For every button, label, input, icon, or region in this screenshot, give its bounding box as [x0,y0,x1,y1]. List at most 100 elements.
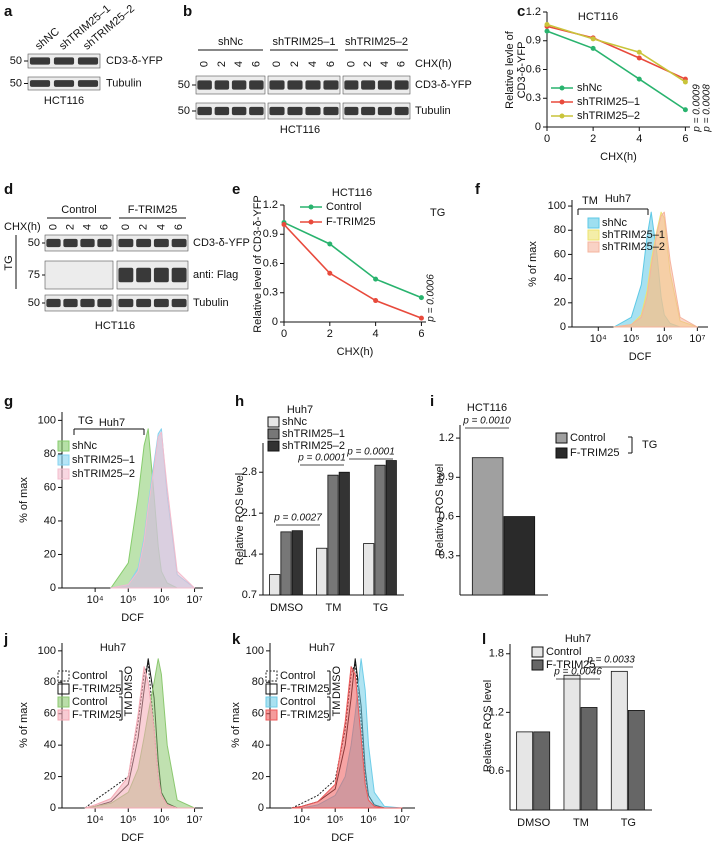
band [46,238,61,248]
band [287,80,303,90]
panel-letter: d [4,181,13,198]
lane-label: 2 [64,224,76,230]
lane-label: 4 [155,224,167,230]
x-tick-label: 0 [544,133,550,145]
legend-group-label: TM [123,701,135,717]
legend-label: F-TRIM25 [546,659,596,671]
mw-marker: 75 [28,269,40,281]
y-tick-label: 0 [258,802,264,814]
y-axis-label: Relative ROS level [234,473,246,565]
p-value: p = 0.0008 [702,84,712,133]
band [80,238,95,248]
band [63,238,78,248]
y-tick-label: 0.7 [242,589,257,601]
legend-swatch [587,229,600,241]
group-label: shTRIM25–1 [273,36,336,48]
legend-swatch [265,709,278,721]
p-value: p = 0.0001 [297,453,346,464]
band [323,80,339,90]
lane-label: 2 [138,224,150,230]
lane-label: shNC [33,26,62,53]
y-tick-label: 0 [272,316,278,328]
y-axis-label: % of max [18,477,30,523]
point [281,222,287,227]
y-tick-label: 60 [554,248,566,260]
chart-title: Huh7 [287,404,313,416]
y-axis-label: CD3-δ-YFP [516,42,528,99]
panel-letter: j [3,631,8,648]
bar [610,670,628,811]
legend-label: shTRIM25–2 [602,241,665,253]
bar [291,530,303,596]
line [546,23,686,83]
blot [44,260,114,290]
blot [267,75,341,95]
band [171,267,187,283]
point [327,270,333,276]
y-axis-label: Relative level of CD3-δ-YFP [252,195,264,333]
p-value: p = 0.0046 [553,667,602,678]
x-tick-label: 10⁵ [120,594,137,606]
point [682,107,688,113]
y-tick-label: 0 [560,321,566,333]
blot [267,102,341,120]
legend-swatch [267,416,280,428]
x-tick-label: 10⁷ [186,814,202,826]
band [53,80,75,87]
point [590,45,596,51]
p-value: p = 0.0009 [692,84,703,133]
band [136,267,152,283]
band [323,106,339,116]
x-tick-label: 6 [418,328,424,340]
bar [363,543,375,596]
lane-label: 4 [81,224,93,230]
x-tick-label: 10⁶ [360,814,377,826]
x-axis-label: DCF [121,612,144,624]
legend-swatch [267,440,280,452]
point [418,295,424,301]
histogram-curve [110,431,195,589]
panel-letter: l [482,631,486,648]
y-tick-label: 100 [246,645,264,657]
band [171,238,187,248]
bar [533,731,551,811]
panel-letter: g [4,393,13,410]
band [118,267,134,283]
y-tick-label: 0.6 [263,257,278,269]
chart-title: HCT116 [467,402,507,414]
blot [342,75,411,95]
legend-swatch [587,217,600,229]
p-value: p = 0.0010 [462,416,511,427]
y-tick-label: 0.9 [439,471,454,483]
row-label: CD3-δ-YFP [193,237,250,249]
x-tick-label: TM [326,602,342,614]
point [636,76,642,82]
legend-marker [559,85,565,91]
band [197,80,212,90]
x-tick-label: 2 [327,328,333,340]
y-tick-label: 20 [252,770,264,782]
legend-label: shTRIM25–1 [577,96,640,108]
y-tick-label: 20 [44,548,56,560]
legend-label: Control [72,696,107,708]
x-tick-label: 10⁴ [87,594,104,606]
legend-label: shTRIM25–1 [282,428,345,440]
legend-label: shNc [72,440,98,452]
y-tick-label: 80 [44,448,56,460]
lane-label: 2 [216,61,228,67]
p-value: p = 0.0027 [273,513,322,524]
y-tick-label: 0.3 [526,92,541,104]
band [214,80,230,90]
mw-marker: 50 [178,105,190,117]
band [77,57,99,65]
point [373,276,379,282]
x-tick-label: 4 [373,328,379,340]
row-label: anti: Flag [193,269,238,281]
legend-swatch [57,468,70,480]
x-axis-label: CHX(h) [337,346,374,358]
point [418,315,424,321]
chart-title: Huh7 [100,642,126,654]
x-tick-label: 10⁴ [293,814,310,826]
legend-swatch [555,432,568,444]
legend-label: F-TRIM25 [280,683,330,695]
